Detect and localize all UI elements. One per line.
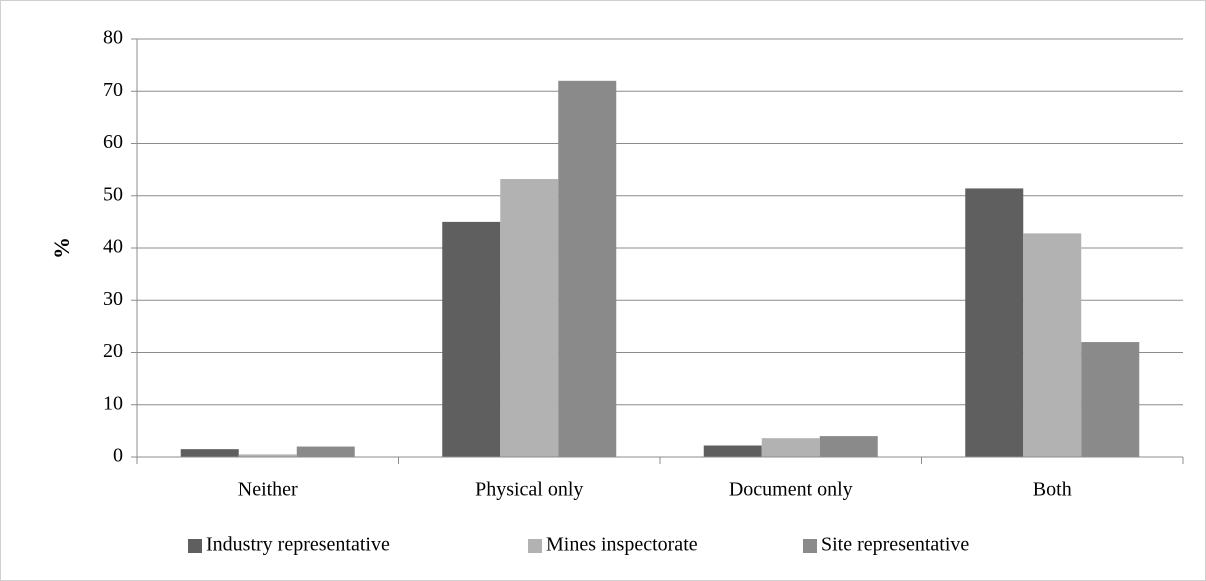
y-tick-label: 70 <box>103 79 123 101</box>
y-tick-label: 20 <box>103 340 123 362</box>
x-tick-label: Physical only <box>475 479 583 501</box>
y-tick-label: 80 <box>103 27 123 49</box>
bar <box>761 438 820 457</box>
x-tick-label: Neither <box>238 479 298 501</box>
y-tick-label: 30 <box>103 288 123 310</box>
legend-label: Site representative <box>821 534 969 556</box>
bar <box>965 188 1024 457</box>
legend-swatch <box>528 539 542 553</box>
legend-swatch <box>188 539 202 553</box>
bar <box>500 179 559 457</box>
bar <box>238 454 297 457</box>
y-tick-label: 60 <box>103 131 123 153</box>
bar <box>296 446 355 457</box>
bar <box>558 80 617 458</box>
y-tick-label: 10 <box>103 392 123 414</box>
x-tick-label: Document only <box>729 479 853 501</box>
bar <box>180 449 239 457</box>
legend-label: Industry representative <box>206 534 390 556</box>
y-tick-label: 50 <box>103 183 123 205</box>
bar <box>819 436 878 457</box>
x-tick-label: Both <box>1033 479 1072 501</box>
legend-swatch <box>803 539 817 553</box>
y-tick-label: 40 <box>103 236 123 258</box>
y-tick-label: 0 <box>113 445 123 467</box>
bar <box>1023 233 1082 457</box>
bar <box>442 221 501 457</box>
legend-label: Mines inspectorate <box>546 534 698 556</box>
bar <box>703 445 762 457</box>
y-axis-label: % <box>49 237 74 259</box>
bar <box>1081 342 1140 457</box>
